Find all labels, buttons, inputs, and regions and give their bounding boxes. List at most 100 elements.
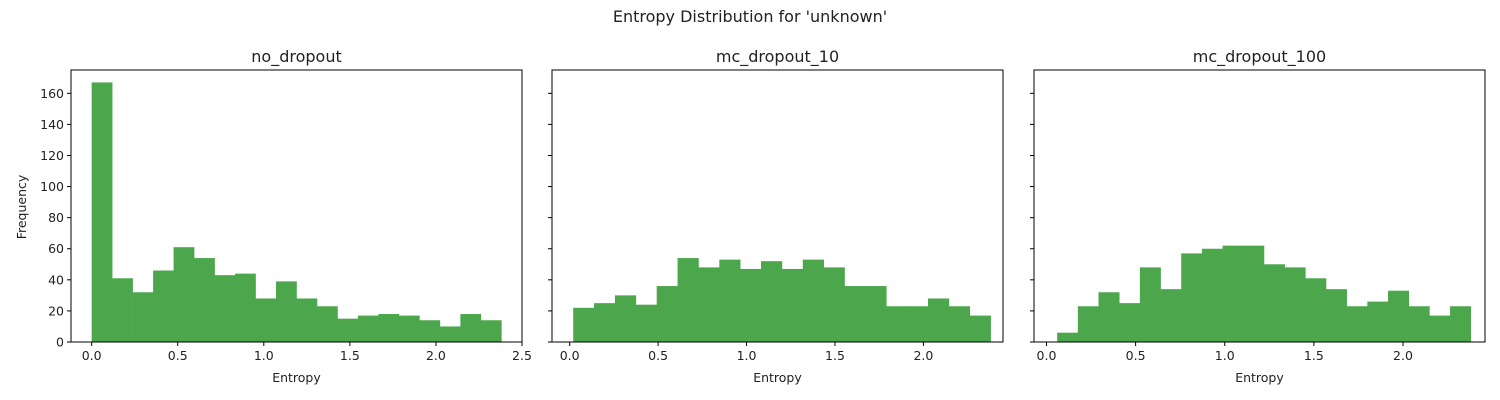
x-tick-label: 1.5	[825, 348, 845, 363]
histogram-bar	[635, 304, 657, 342]
x-tick-label: 0.0	[1037, 348, 1057, 363]
x-tick-label: 2.0	[1393, 348, 1413, 363]
histogram-bar	[865, 286, 887, 342]
panel-title: no_dropout	[251, 47, 341, 67]
histogram-bar	[656, 286, 678, 342]
histogram-bar	[594, 303, 616, 342]
x-tick-label: 1.0	[254, 348, 274, 363]
y-tick-label: 0	[56, 335, 64, 350]
y-tick-label: 100	[40, 179, 64, 194]
y-tick-label: 140	[40, 117, 64, 132]
histogram-bar	[1077, 306, 1099, 342]
histogram-bar	[740, 268, 762, 342]
histogram-bar	[1263, 264, 1285, 342]
histogram-bar	[194, 258, 215, 342]
histogram-bar	[255, 298, 277, 342]
histogram-bar	[781, 268, 804, 342]
histogram-bar	[1201, 248, 1223, 342]
x-tick-label: 1.5	[340, 348, 360, 363]
histogram-bar	[378, 314, 400, 342]
histogram-bar	[1057, 332, 1079, 342]
histogram-bar	[928, 298, 950, 342]
histogram-bar	[907, 306, 929, 342]
histogram-bar	[296, 298, 318, 342]
histogram-bar	[1346, 306, 1368, 342]
axes-frame	[551, 69, 1004, 343]
histogram-bar	[1181, 253, 1203, 342]
histogram-bar	[761, 261, 783, 342]
x-tick-label: 1.0	[1215, 348, 1235, 363]
histogram-bar	[1119, 303, 1141, 342]
panel-mc_dropout_10: 0.0 0.5 1.0 1.5 2.0 mc_dropout_10 Entropy	[548, 47, 1004, 385]
x-tick-label: 1.0	[737, 348, 757, 363]
histogram-bar	[802, 259, 824, 342]
histogram-bar	[1388, 290, 1410, 342]
histogram-bar	[1325, 289, 1347, 342]
histogram-bar	[948, 306, 971, 342]
histogram-bar	[214, 275, 236, 342]
histogram-bar	[886, 306, 908, 342]
histogram-bar	[91, 82, 113, 343]
histogram-bar	[844, 286, 866, 342]
panel-title: mc_dropout_100	[1193, 47, 1326, 67]
axes-frame	[70, 69, 523, 343]
histogram-bar	[698, 267, 720, 342]
histogram-bar	[398, 315, 420, 342]
x-tick-label: 1.5	[1304, 348, 1324, 363]
histogram-bar	[173, 247, 195, 342]
y-tick-label: 40	[48, 272, 64, 287]
histogram-bar	[677, 258, 699, 342]
histogram-bar	[460, 314, 482, 342]
histogram-bar	[337, 318, 359, 342]
histogram-bar	[1139, 267, 1161, 342]
histogram-bar	[1305, 278, 1327, 342]
histogram-bar	[1160, 289, 1182, 342]
y-tick-label: 160	[40, 86, 64, 101]
histogram-bar	[1408, 306, 1430, 342]
histogram-bar	[132, 292, 154, 342]
histogram-bar	[1450, 306, 1472, 342]
histogram-bar	[1284, 267, 1306, 342]
x-tick-label: 0.5	[1126, 348, 1146, 363]
x-axis-label: Entropy	[753, 370, 802, 385]
x-axis-label: Entropy	[272, 370, 321, 385]
x-tick-label: 0.0	[560, 348, 580, 363]
x-tick-label: 2.0	[426, 348, 446, 363]
panels-group: 0.0 0.5 1.0 1.5 2.0 2.5 0 20 40 60 80 100 120 140 160 n…	[40, 47, 1486, 385]
histogram-bar	[573, 307, 595, 342]
histogram-bar	[276, 281, 297, 342]
histogram-bar	[316, 306, 338, 342]
histogram-bar	[480, 320, 502, 342]
y-tick-label: 120	[40, 148, 64, 163]
y-axis-label: Frequency	[14, 174, 29, 239]
panel-title: mc_dropout_10	[716, 47, 839, 67]
histogram-bar	[439, 326, 461, 342]
x-tick-label: 0.5	[648, 348, 668, 363]
histogram-bar	[419, 320, 441, 342]
histogram-bar	[112, 278, 133, 342]
histogram-bar	[1243, 245, 1265, 342]
histogram-bar	[357, 315, 379, 342]
histogram-bar	[719, 259, 741, 342]
figure-title: Entropy Distribution for 'unknown'	[613, 7, 887, 26]
x-tick-label: 2.0	[913, 348, 933, 363]
panel-no_dropout: 0.0 0.5 1.0 1.5 2.0 2.5 0 20 40 60 80 100 120 140 160 n…	[40, 47, 532, 385]
histogram-bar	[969, 315, 991, 342]
y-tick-label: 60	[48, 241, 64, 256]
panel-mc_dropout_100: 0.0 0.5 1.0 1.5 2.0 mc_dropout_100 Entropy	[1030, 47, 1486, 385]
histogram-bar	[1222, 245, 1244, 342]
histogram-bar	[823, 267, 845, 342]
y-tick-label: 80	[48, 210, 64, 225]
y-tick-label: 20	[48, 303, 64, 318]
x-tick-label: 0.5	[168, 348, 188, 363]
histogram-bar	[235, 273, 256, 342]
histogram-bar	[153, 270, 174, 342]
x-tick-label: 0.0	[82, 348, 102, 363]
histogram-bar	[1098, 292, 1120, 342]
histogram-bar	[1429, 315, 1451, 342]
axes-frame	[1033, 69, 1486, 343]
x-tick-label: 2.5	[512, 348, 532, 363]
histogram-bar	[614, 295, 637, 342]
x-axis-label: Entropy	[1235, 370, 1284, 385]
